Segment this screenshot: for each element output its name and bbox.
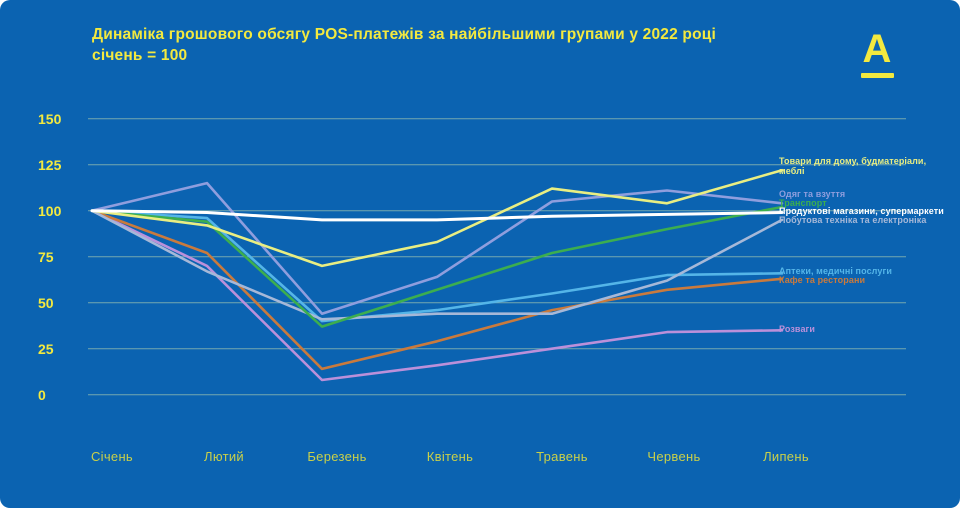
legend-label-line: Продуктові магазини, супермаркети xyxy=(779,206,944,216)
legend-label-line: Товари для дому, будматеріали, xyxy=(779,156,927,166)
chart-title: Динаміка грошового обсягу POS-платежів з… xyxy=(92,26,717,43)
x-tick-label-3: Березень xyxy=(307,449,367,464)
x-tick-label-1: Січень xyxy=(90,449,134,464)
legend-label-line: Аптеки, медичні послуги xyxy=(779,265,892,276)
y-tick-label-25: 25 xyxy=(38,340,54,357)
y-tick-label-150: 150 xyxy=(38,110,62,127)
legend-item-5: Аптеки, медичні послуги xyxy=(779,266,892,276)
y-tick-label-75: 75 xyxy=(38,248,54,265)
legend-label-line: Побутова техніка та електроніка xyxy=(779,215,927,225)
legend-label-line: Одяг та взуття xyxy=(779,188,846,199)
legend-item-0: Товари для дому, будматеріали, меблі xyxy=(779,156,926,176)
series-line-3 xyxy=(90,209,784,222)
x-tick-label-6: Червень xyxy=(647,449,701,464)
y-tick-label-125: 125 xyxy=(38,156,62,173)
x-tick-label-4: Квітень xyxy=(426,449,474,464)
y-tick-label-0: 0 xyxy=(38,386,46,403)
x-tick-label-5: Травень xyxy=(536,449,588,464)
legend-label-line: меблі xyxy=(779,166,805,176)
chart-title-block: Динаміка грошового обсягу POS-платежів з… xyxy=(92,24,716,66)
chart-subtitle: січень = 100 xyxy=(92,47,188,64)
bank-logo-letter-icon: А xyxy=(862,27,892,71)
y-tick-label-50: 50 xyxy=(38,294,54,311)
legend-label-line: Кафе та ресторани xyxy=(779,275,866,285)
legend-item-4: Побутова техніка та електроніка xyxy=(779,215,926,225)
series-line-4 xyxy=(90,209,784,321)
bank-logo: А xyxy=(856,28,898,78)
series-lines xyxy=(90,168,784,382)
legend-item-7: Розваги xyxy=(779,324,815,334)
series-line-5 xyxy=(90,209,784,323)
x-tick-label-7: Липень xyxy=(763,449,809,464)
series-line-7 xyxy=(90,209,784,382)
legend-label-line: Транспорт xyxy=(779,197,827,208)
series-line-1 xyxy=(90,181,784,316)
y-tick-label-100: 100 xyxy=(38,202,62,219)
legend-item-3: Продуктові магазини, супермаркети xyxy=(779,206,944,216)
series-line-0 xyxy=(90,168,784,268)
legend-item-6: Кафе та ресторани xyxy=(779,275,865,285)
x-tick-label-2: Лютий xyxy=(204,449,244,464)
series-line-2 xyxy=(90,205,784,328)
legend-item-2: Транспорт xyxy=(779,198,827,208)
bank-logo-underline-icon xyxy=(860,73,894,78)
legend-item-1: Одяг та взуття xyxy=(779,189,845,199)
series-line-6 xyxy=(90,209,784,371)
legend-label-line: Розваги xyxy=(779,323,816,334)
gridlines xyxy=(88,118,906,396)
